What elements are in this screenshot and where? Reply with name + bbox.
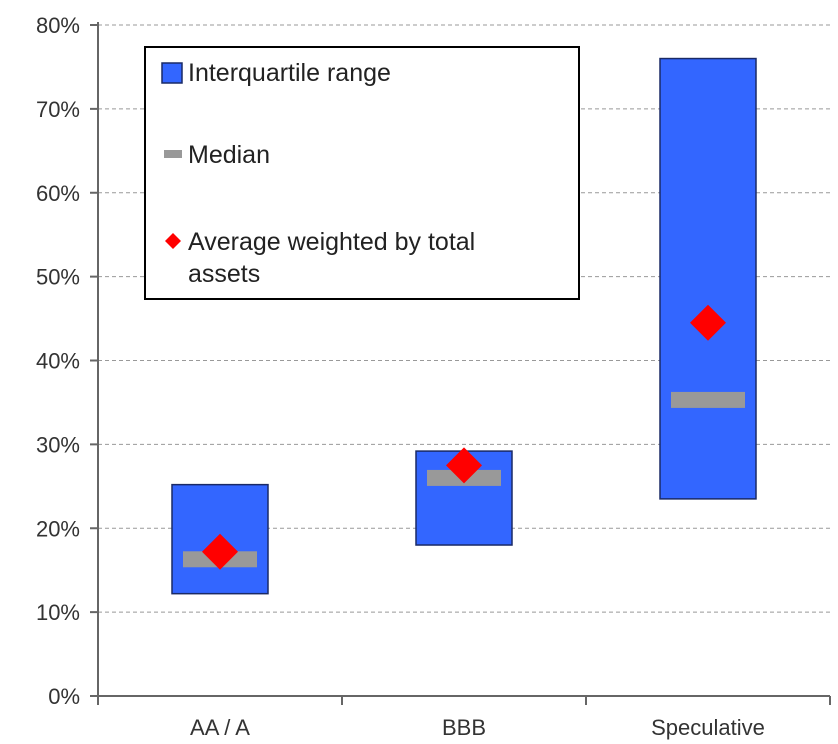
y-tick-label: 20% bbox=[36, 516, 80, 541]
legend-label-average-line2: assets bbox=[188, 260, 260, 288]
average-markers bbox=[202, 304, 726, 570]
average-diamond bbox=[446, 447, 482, 484]
legend-median-swatch-icon bbox=[164, 150, 182, 158]
x-tick-label: BBB bbox=[442, 715, 486, 740]
axes bbox=[90, 22, 831, 705]
y-tick-label: 50% bbox=[36, 265, 80, 290]
y-tick-label: 10% bbox=[36, 600, 80, 625]
legend-box bbox=[144, 46, 580, 300]
legend: Interquartile range Median Average weigh… bbox=[144, 46, 580, 300]
legend-label-median: Median bbox=[188, 141, 270, 169]
x-tick-labels: AA / A BBB Speculative bbox=[190, 715, 765, 740]
y-tick-label: 40% bbox=[36, 349, 80, 374]
x-tick-label: Speculative bbox=[651, 715, 765, 740]
legend-range-swatch-icon bbox=[161, 62, 183, 84]
y-tick-label: 30% bbox=[36, 432, 80, 457]
legend-label-average-line1: Average weighted by total bbox=[188, 228, 475, 256]
y-tick-label: 0% bbox=[48, 684, 80, 709]
average-diamond bbox=[690, 304, 726, 341]
legend-average-diamond-icon bbox=[165, 233, 181, 249]
median-marker bbox=[671, 391, 745, 408]
y-tick-label: 80% bbox=[36, 13, 80, 38]
average-diamond bbox=[202, 533, 238, 570]
legend-label-range: Interquartile range bbox=[188, 59, 391, 87]
y-tick-labels: 0% 10% 20% 30% 40% 50% 60% 70% 80% bbox=[36, 13, 80, 709]
range-bar bbox=[659, 57, 757, 500]
x-tick-label: AA / A bbox=[190, 715, 250, 740]
y-tick-label: 70% bbox=[36, 97, 80, 122]
y-tick-label: 60% bbox=[36, 181, 80, 206]
